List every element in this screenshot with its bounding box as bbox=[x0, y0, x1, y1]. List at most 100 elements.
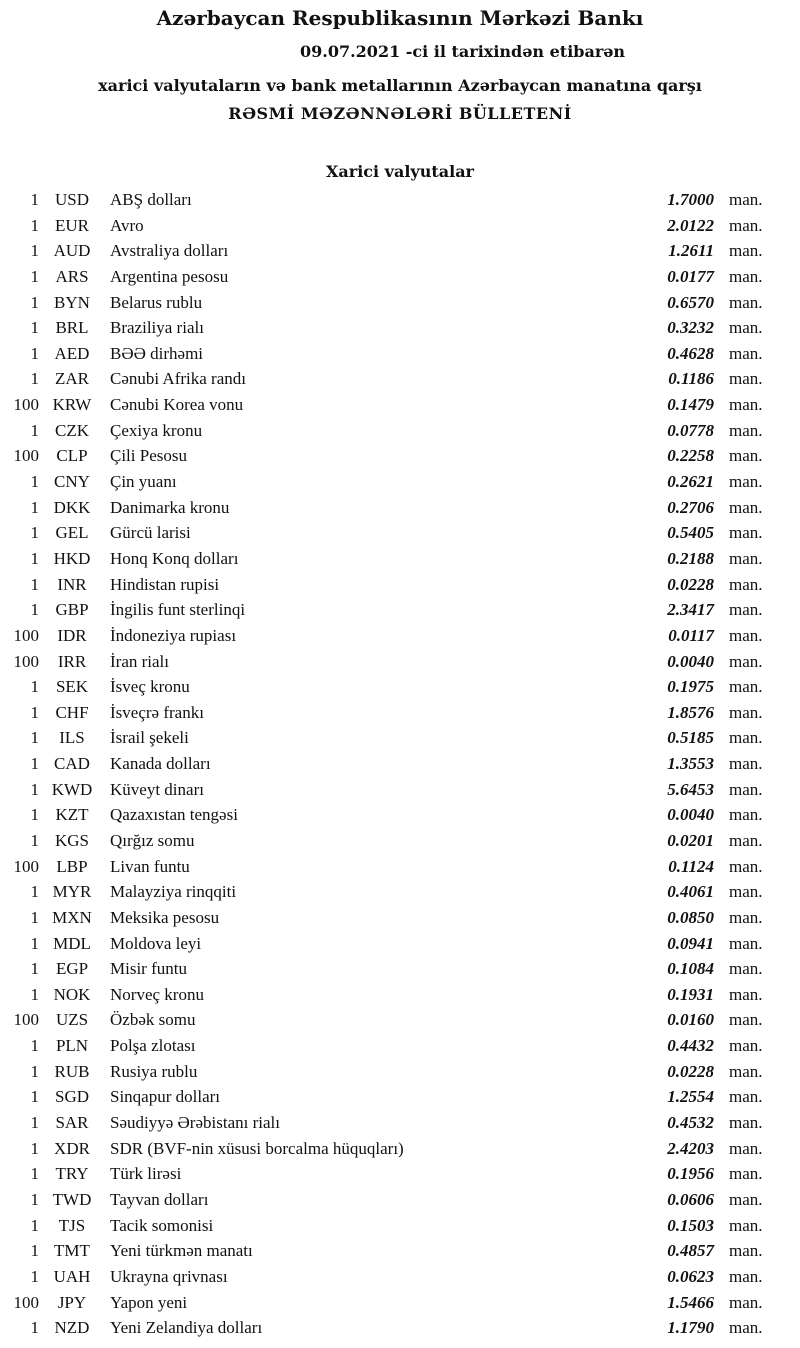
unit-label: man. bbox=[729, 779, 763, 799]
currency-name: Özbək somu bbox=[110, 1010, 196, 1030]
amount: 1 bbox=[30, 702, 40, 722]
amount: 1 bbox=[30, 1189, 40, 1209]
currency-name: İsrail şekeli bbox=[110, 728, 189, 748]
rate-row: 1 TJS Tacik somonisi 0.1503 man. bbox=[0, 1216, 800, 1240]
currency-name: SDR (BVF-nin xüsusi borcalma hüquqları) bbox=[110, 1138, 404, 1158]
section-title: Xarici valyutalar bbox=[326, 162, 474, 181]
currency-code: CNY bbox=[54, 472, 90, 492]
amount: 1 bbox=[30, 574, 40, 594]
amount: 1 bbox=[30, 369, 40, 389]
rate-row: 100 JPY Yapon yeni 1.5466 man. bbox=[0, 1293, 800, 1317]
rate-row: 1 BRL Braziliya rialı 0.3232 man. bbox=[0, 318, 800, 342]
amount: 1 bbox=[30, 318, 40, 338]
rate-row: 1 GEL Gürcü larisi 0.5405 man. bbox=[0, 523, 800, 547]
amount: 1 bbox=[30, 600, 40, 620]
unit-label: man. bbox=[729, 1318, 763, 1338]
unit-label: man. bbox=[729, 1061, 763, 1081]
amount: 100 bbox=[13, 625, 40, 645]
unit-label: man. bbox=[729, 882, 763, 902]
rate-value: 0.4432 bbox=[667, 1036, 714, 1056]
rate-value: 0.0201 bbox=[667, 831, 714, 850]
currency-name: Malayziya rinqqiti bbox=[110, 882, 237, 902]
currency-code: KWD bbox=[51, 779, 93, 799]
currency-code: DKK bbox=[53, 497, 91, 517]
rate-row: 1 UAH Ukrayna qrivnası 0.0623 man. bbox=[0, 1267, 800, 1291]
rate-value: 0.4857 bbox=[667, 1241, 714, 1261]
rate-value: 0.4532 bbox=[667, 1113, 714, 1133]
rate-value: 0.2188 bbox=[667, 548, 714, 568]
rate-row: 1 MDL Moldova leyi 0.0941 man. bbox=[0, 934, 800, 958]
currency-code: TWD bbox=[52, 1189, 92, 1209]
unit-label: man. bbox=[729, 1292, 763, 1312]
rate-value: 1.2554 bbox=[667, 1087, 714, 1107]
amount: 1 bbox=[30, 907, 40, 927]
rate-value: 0.0941 bbox=[667, 933, 714, 953]
currency-name: Danimarka kronu bbox=[110, 497, 230, 517]
currency-code: HKD bbox=[53, 548, 91, 568]
currency-name: İndoneziya rupiası bbox=[110, 625, 237, 645]
currency-code: CAD bbox=[54, 754, 90, 774]
unit-label: man. bbox=[729, 420, 763, 440]
rate-value: 2.3417 bbox=[667, 600, 714, 620]
amount: 1 bbox=[30, 984, 40, 1004]
currency-name: İsveçrə frankı bbox=[110, 702, 204, 722]
currency-code: BRL bbox=[55, 318, 89, 338]
rate-row: 1 CHF İsveçrə frankı 1.8576 man. bbox=[0, 703, 800, 727]
currency-name: Qazaxıstan tengəsi bbox=[110, 805, 238, 825]
unit-label: man. bbox=[729, 241, 763, 261]
currency-name: Livan funtu bbox=[110, 856, 190, 876]
currency-code: INR bbox=[57, 574, 87, 594]
unit-label: man. bbox=[729, 933, 763, 953]
currency-code: NZD bbox=[54, 1318, 90, 1338]
unit-label: man. bbox=[729, 856, 763, 876]
amount: 100 bbox=[13, 1292, 40, 1312]
unit-label: man. bbox=[729, 1087, 763, 1107]
rate-row: 1 TRY Türk lirəsi 0.1956 man. bbox=[0, 1164, 800, 1188]
amount: 1 bbox=[30, 523, 40, 543]
currency-code: SEK bbox=[55, 677, 89, 697]
currency-code: SAR bbox=[55, 1113, 89, 1133]
currency-code: BYN bbox=[54, 292, 90, 312]
currency-code: MXN bbox=[52, 907, 92, 927]
amount: 100 bbox=[13, 856, 40, 876]
currency-name: Ukrayna qrivnası bbox=[110, 1266, 228, 1286]
amount: 100 bbox=[13, 1010, 40, 1030]
currency-name: BƏƏ dirhəmi bbox=[110, 343, 204, 363]
unit-label: man. bbox=[729, 1036, 763, 1056]
rate-value: 0.0606 bbox=[667, 1189, 714, 1209]
rate-value: 0.1479 bbox=[667, 395, 714, 415]
rate-row: 1 EGP Misir funtu 0.1084 man. bbox=[0, 959, 800, 983]
currency-name: Qırğız somu bbox=[110, 831, 195, 850]
amount: 1 bbox=[30, 472, 40, 492]
currency-code: AED bbox=[54, 343, 90, 363]
unit-label: man. bbox=[729, 1010, 763, 1030]
amount: 1 bbox=[30, 1087, 40, 1107]
rate-value: 1.8576 bbox=[667, 702, 714, 722]
currency-name: Türk lirəsi bbox=[110, 1164, 182, 1184]
unit-label: man. bbox=[729, 292, 763, 312]
unit-label: man. bbox=[729, 651, 763, 671]
amount: 1 bbox=[30, 1036, 40, 1056]
rate-value: 1.3553 bbox=[667, 754, 714, 774]
unit-label: man. bbox=[729, 574, 763, 594]
currency-code: KZT bbox=[55, 805, 89, 825]
currency-code: ARS bbox=[55, 266, 89, 286]
rate-row: 1 SAR Səudiyyə Ərəbistanı rialı 0.4532 man. bbox=[0, 1113, 800, 1137]
unit-label: man. bbox=[729, 728, 763, 748]
rate-row: 100 IDR İndoneziya rupiası 0.0117 man. bbox=[0, 626, 800, 650]
rate-value: 0.2621 bbox=[667, 472, 714, 492]
rate-value: 0.1503 bbox=[667, 1215, 714, 1235]
rate-row: 1 KWD Küveyt dinarı 5.6453 man. bbox=[0, 780, 800, 804]
date-line: 09.07.2021 -ci il tarixindən etibarən bbox=[300, 42, 626, 61]
rate-row: 1 AED BƏƏ dirhəmi 0.4628 man. bbox=[0, 344, 800, 368]
amount: 1 bbox=[30, 266, 40, 286]
rate-value: 2.4203 bbox=[667, 1138, 714, 1158]
rate-value: 0.4061 bbox=[667, 882, 714, 902]
amount: 1 bbox=[30, 190, 40, 209]
rate-value: 0.0160 bbox=[667, 1010, 714, 1030]
unit-label: man. bbox=[729, 1113, 763, 1133]
currency-name: Honq Konq dolları bbox=[110, 548, 239, 568]
currency-code: USD bbox=[54, 190, 89, 209]
unit-label: man. bbox=[729, 1215, 763, 1235]
rate-row: 1 CAD Kanada dolları 1.3553 man. bbox=[0, 754, 800, 778]
